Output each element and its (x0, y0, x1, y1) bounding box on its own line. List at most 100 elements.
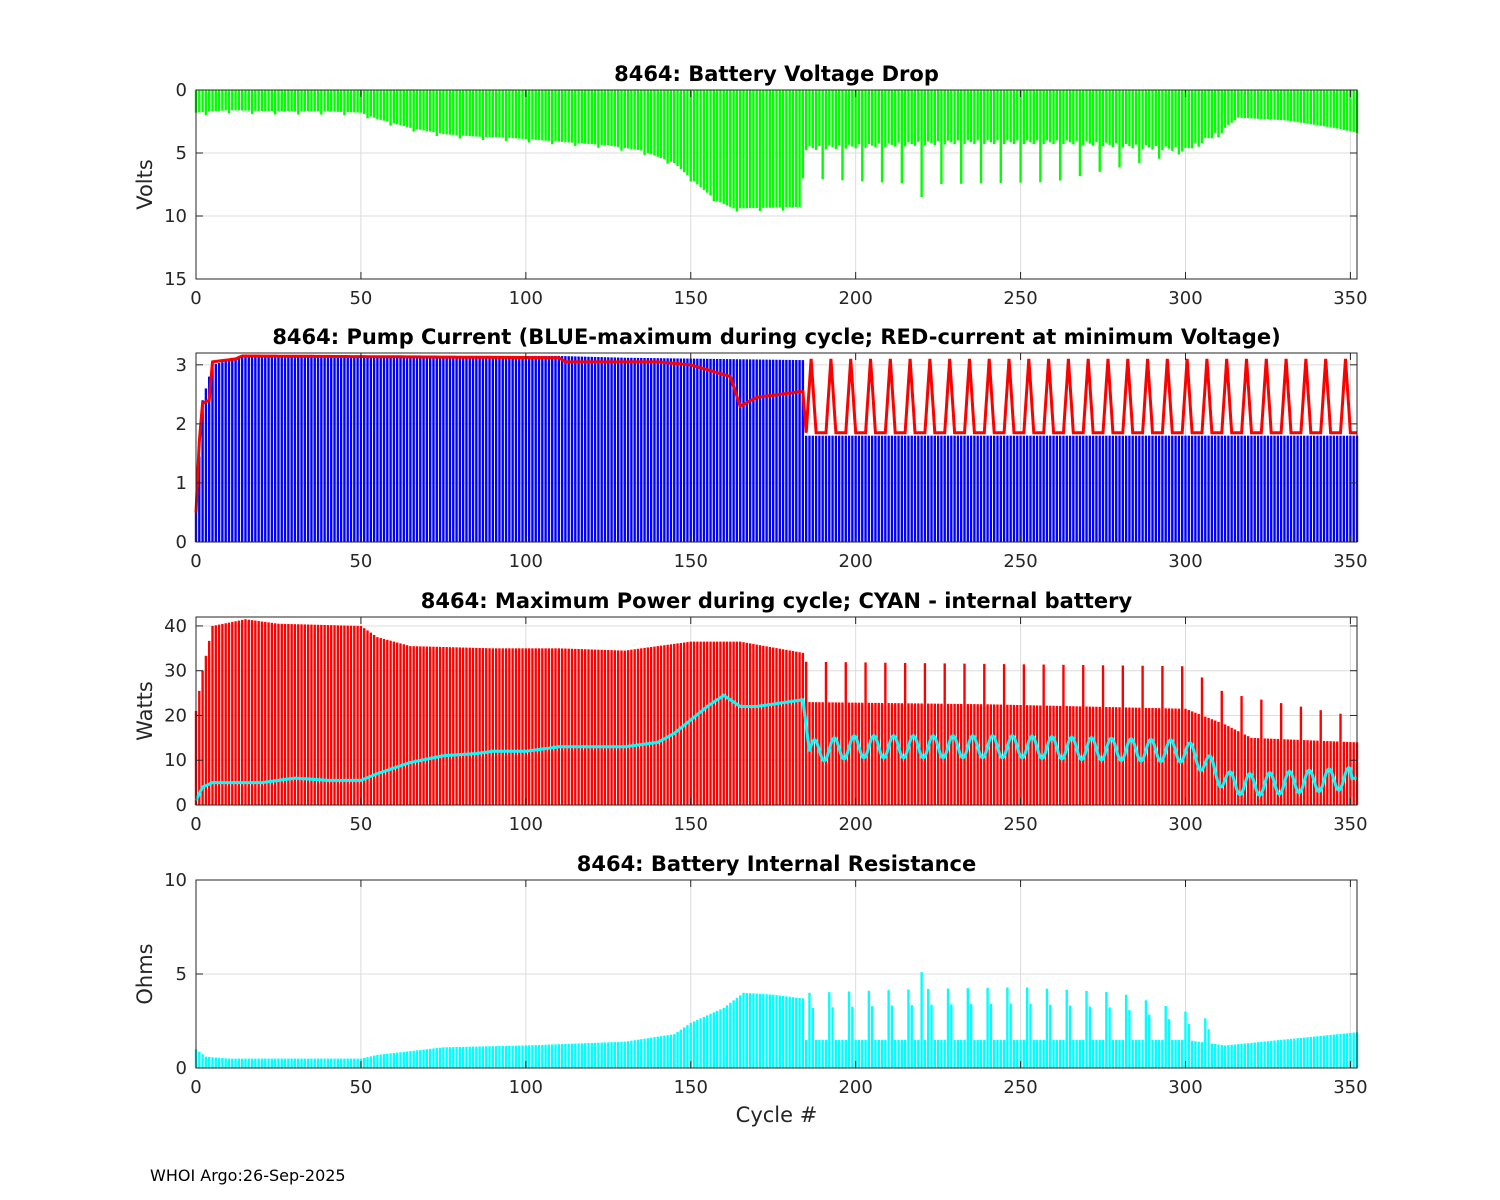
bar (587, 1043, 590, 1068)
bar (798, 90, 801, 208)
bar (712, 358, 716, 542)
bar (323, 90, 326, 112)
bar (270, 355, 274, 542)
bar (656, 90, 659, 157)
bar (461, 647, 465, 805)
bar (402, 90, 405, 127)
bar (1055, 705, 1059, 805)
bar (524, 1045, 528, 1068)
bar (640, 357, 643, 542)
bar (504, 1045, 508, 1068)
bar (907, 989, 910, 1068)
bar (1309, 1036, 1313, 1068)
bar (969, 90, 973, 143)
bar (936, 1039, 940, 1068)
bar (603, 357, 607, 542)
bar (570, 356, 574, 542)
bar (415, 355, 419, 542)
bar (1062, 90, 1065, 145)
bar (217, 90, 221, 111)
bar (382, 90, 386, 121)
bar (363, 1057, 366, 1068)
bar (1019, 435, 1022, 542)
bar (778, 648, 781, 805)
bar (686, 90, 689, 176)
bar (1266, 90, 1270, 120)
bar (422, 646, 425, 805)
bar (798, 652, 801, 805)
bar (834, 1039, 838, 1068)
bar (541, 1044, 544, 1068)
bar (475, 1046, 478, 1068)
bar (603, 90, 607, 146)
bar (1200, 677, 1204, 805)
bar (1032, 705, 1035, 805)
bar (616, 357, 620, 542)
bar (343, 90, 346, 116)
x-tick-label: 100 (509, 551, 543, 572)
bar (1058, 90, 1062, 181)
bar (221, 623, 224, 805)
bar (254, 355, 257, 542)
bar (204, 655, 208, 805)
bar (320, 355, 323, 542)
bar (1118, 90, 1121, 168)
bar (310, 355, 313, 542)
bar (461, 1046, 465, 1068)
bar (1105, 90, 1108, 143)
bar (297, 624, 300, 805)
bar (399, 1052, 402, 1068)
bar (696, 641, 699, 805)
bar (475, 355, 478, 542)
bar (1213, 90, 1217, 133)
bar (316, 624, 320, 805)
bar (587, 356, 590, 542)
bar (748, 993, 752, 1068)
bar (673, 358, 676, 542)
bar (1157, 90, 1161, 159)
bar (445, 1047, 448, 1068)
bar (1253, 90, 1256, 119)
bar (461, 355, 465, 542)
bar (349, 1058, 353, 1068)
bar (719, 1009, 722, 1068)
bar (521, 1045, 524, 1068)
bar (1230, 1044, 1233, 1068)
bar (1220, 690, 1223, 805)
x-tick-label: 100 (509, 1077, 543, 1098)
bar (1115, 707, 1118, 805)
bar (775, 359, 778, 542)
bar (567, 648, 570, 805)
bar (956, 703, 960, 805)
bar (1256, 738, 1260, 805)
bar (1316, 90, 1319, 126)
bar (1144, 435, 1148, 542)
bar (613, 1042, 617, 1068)
bar (867, 435, 871, 542)
bar (768, 646, 772, 805)
bar (735, 359, 739, 542)
bar (699, 1018, 702, 1068)
bar (396, 1052, 399, 1068)
bar (475, 90, 478, 137)
bar (1306, 435, 1309, 542)
y-tick-label: 0 (176, 532, 187, 553)
bar (811, 702, 814, 805)
bar (1124, 994, 1128, 1068)
bar (897, 703, 900, 805)
bar (913, 90, 917, 146)
bar (428, 1048, 432, 1068)
bar (610, 357, 613, 542)
bar (534, 90, 537, 140)
x-tick-label: 150 (674, 288, 708, 309)
bar (346, 355, 349, 542)
y-tick-label: 40 (164, 616, 187, 637)
axes-frame (195, 89, 1358, 280)
bar (1157, 1039, 1161, 1068)
bar (1260, 435, 1263, 542)
bar (445, 647, 448, 805)
bar (240, 90, 244, 111)
bar (1095, 1039, 1098, 1068)
bar (1065, 706, 1068, 805)
bar (656, 358, 659, 542)
